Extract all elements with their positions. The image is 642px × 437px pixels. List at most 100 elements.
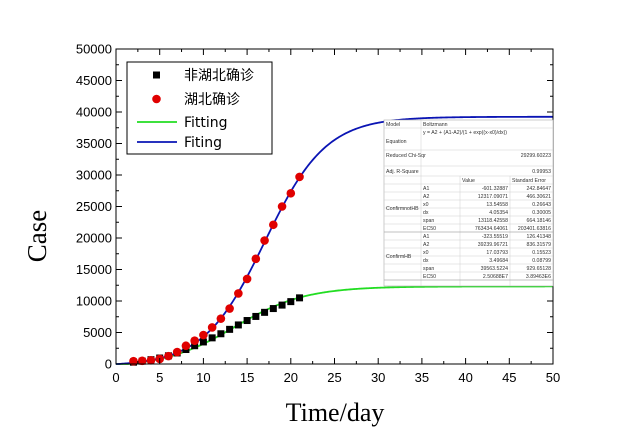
fit-table-param-value: -323.55519 bbox=[482, 234, 508, 240]
circle-point bbox=[251, 254, 261, 264]
fit-table-param-error: 466.30621 bbox=[526, 194, 551, 200]
fit-table-group-name: ConfirmHB bbox=[386, 254, 412, 260]
square-point bbox=[243, 317, 251, 325]
fit-table-param-error: 0.08799 bbox=[532, 258, 551, 264]
legend-label: Fitting bbox=[184, 115, 228, 131]
circle-point bbox=[286, 188, 296, 198]
circle-point bbox=[129, 356, 138, 366]
fit-table-param-error: 126.41348 bbox=[526, 234, 551, 240]
y-tick-label: 5000 bbox=[83, 325, 112, 340]
square-point bbox=[208, 334, 216, 342]
legend-circle-marker bbox=[152, 94, 161, 104]
fit-table-param: dx bbox=[423, 258, 429, 264]
fit-parameters-table: Model Boltzmann Equation y = A2 + (A1-A2)/(… bbox=[383, 119, 554, 287]
y-tick-label: 0 bbox=[105, 357, 112, 372]
fit-table-param-value: 17.03793 bbox=[486, 250, 508, 256]
fit-table-param-error: 836.31579 bbox=[526, 242, 551, 248]
fit-table-param: A1 bbox=[423, 234, 429, 240]
fit-table-label: Adj. R-Square bbox=[386, 169, 419, 175]
circle-point bbox=[234, 289, 243, 298]
fit-table-param-value: 13118.42558 bbox=[478, 218, 508, 224]
circle-point bbox=[207, 323, 217, 332]
fit-table-param: A2 bbox=[423, 194, 429, 200]
square-point bbox=[234, 321, 242, 329]
fit-table-param-value: 39563.5224 bbox=[481, 266, 509, 272]
square-point bbox=[278, 301, 286, 309]
fit-table-value: Boltzmann bbox=[423, 122, 448, 128]
fit-table-param-value: 763434.64061 bbox=[475, 226, 508, 232]
x-tick-label: 10 bbox=[196, 370, 210, 385]
fit-table-box bbox=[383, 119, 554, 287]
fit-table-param-value: 39239.96721 bbox=[478, 242, 508, 248]
x-tick-label: 50 bbox=[546, 370, 560, 385]
circle-point bbox=[164, 351, 173, 361]
y-tick-label: 20000 bbox=[76, 231, 112, 246]
fit-table-header: Value bbox=[462, 178, 475, 184]
y-tick-label: 40000 bbox=[76, 105, 112, 120]
square-point bbox=[269, 305, 277, 313]
fit-table-param-error: 203401.63816 bbox=[518, 226, 551, 232]
y-tick-label: 25000 bbox=[76, 199, 112, 214]
fit-table-param-error: 0.26643 bbox=[532, 202, 551, 208]
x-tick-label: 45 bbox=[502, 370, 516, 385]
fit-table-param-error: 0.15523 bbox=[532, 250, 551, 256]
x-tick-label: 35 bbox=[415, 370, 429, 385]
legend-square-marker bbox=[153, 71, 160, 79]
circle-point bbox=[295, 172, 304, 182]
x-tick-label: 40 bbox=[458, 370, 472, 385]
fit-table-param-value: 12317.09071 bbox=[478, 194, 508, 200]
square-point bbox=[226, 325, 234, 333]
circle-point bbox=[260, 236, 269, 245]
fit-table-label: Equation bbox=[386, 139, 407, 145]
y-tick-label: 50000 bbox=[76, 42, 112, 57]
fit-table-param: span bbox=[423, 266, 434, 272]
fit-table-param-error: 0.30005 bbox=[532, 210, 551, 216]
fit-table-param: x0 bbox=[423, 202, 429, 208]
legend-box bbox=[126, 61, 273, 155]
circle-point bbox=[216, 314, 226, 323]
fit-table-group-name: ConfirmnotHB bbox=[386, 206, 419, 212]
x-tick-label: 0 bbox=[112, 370, 119, 385]
fit-table-param-value: 13.54558 bbox=[486, 202, 508, 208]
square-point bbox=[252, 312, 260, 320]
circle-point bbox=[172, 347, 182, 357]
fit-table-param-error: 242.84647 bbox=[526, 186, 551, 192]
legend-label: Fiting bbox=[184, 135, 222, 151]
y-tick-label: 45000 bbox=[76, 73, 112, 88]
circle-point bbox=[242, 274, 252, 284]
fit-table-param-error: 3.89463E6 bbox=[526, 274, 551, 280]
fit-table-param-value: 3.49684 bbox=[489, 258, 508, 264]
fit-table-value: 0.99953 bbox=[532, 169, 551, 175]
x-tick-label: 15 bbox=[240, 370, 254, 385]
fit-table-param-value: 4.05354 bbox=[489, 210, 508, 216]
fit-table-header: Standard Error bbox=[512, 178, 546, 184]
circle-point bbox=[199, 330, 208, 340]
fit-table-param-value: -601.32887 bbox=[482, 186, 508, 192]
y-axis-title: Case bbox=[22, 210, 52, 263]
square-point bbox=[199, 338, 207, 346]
x-tick-label: 30 bbox=[371, 370, 385, 385]
fit-table-param: span bbox=[423, 218, 434, 224]
legend-label: 非湖北确诊 bbox=[184, 68, 254, 84]
fit-table-param-value: 2.50688E7 bbox=[483, 274, 508, 280]
circle-point bbox=[269, 220, 278, 230]
x-tick-label: 5 bbox=[156, 370, 163, 385]
x-axis-title: Time/day bbox=[286, 398, 385, 427]
fit-table-param-error: 664.18146 bbox=[526, 218, 551, 224]
fit-table-value: 29299.60223 bbox=[521, 153, 551, 159]
circle-point bbox=[190, 336, 199, 345]
fit-table-param-error: 929.65128 bbox=[526, 266, 551, 272]
circle-point bbox=[225, 304, 234, 313]
fit-table-param: EC50 bbox=[423, 274, 436, 280]
fit-table-param: EC50 bbox=[423, 226, 436, 232]
square-point bbox=[296, 294, 304, 302]
x-tick-label: 25 bbox=[327, 370, 341, 385]
fit-table-param: A2 bbox=[423, 242, 429, 248]
y-tick-label: 15000 bbox=[76, 262, 112, 277]
fit-table-label: Reduced Chi-Sqr bbox=[386, 153, 426, 159]
fit-table-param: A1 bbox=[423, 186, 429, 192]
square-point bbox=[217, 330, 225, 338]
fit-table-value: y = A2 + (A1-A2)/(1 + exp((x-x0)/dx)) bbox=[423, 130, 507, 136]
